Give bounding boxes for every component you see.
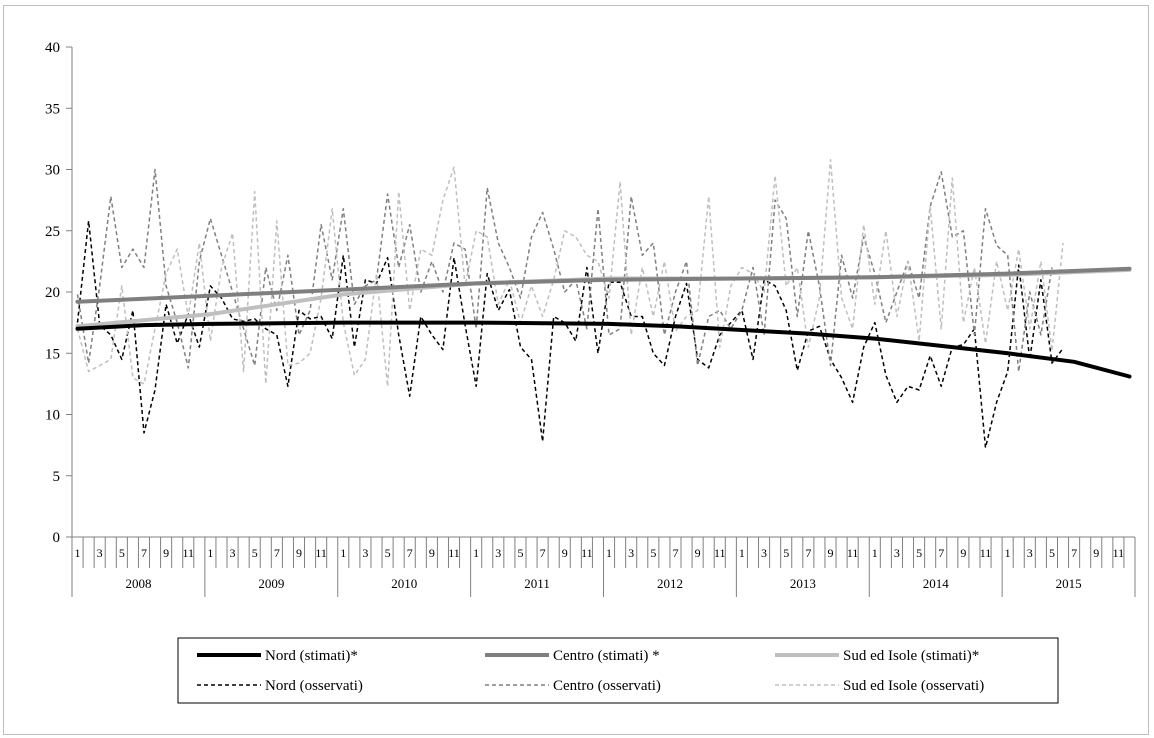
legend-label: Sud ed Isole (stimati)* bbox=[843, 648, 979, 664]
x-month-label: 5 bbox=[385, 546, 391, 560]
x-year-label: 2008 bbox=[125, 576, 151, 591]
x-month-label: 3 bbox=[628, 546, 634, 560]
x-month-label: 1 bbox=[75, 546, 81, 560]
x-month-label: 9 bbox=[695, 546, 701, 560]
legend-label: Sud ed Isole (osservati) bbox=[843, 678, 984, 694]
x-month-label: 5 bbox=[783, 546, 789, 560]
series-line bbox=[75, 320, 1132, 379]
x-month-label: 1 bbox=[739, 546, 745, 560]
x-month-label: 3 bbox=[495, 546, 501, 560]
y-tick-label: 40 bbox=[45, 40, 60, 56]
y-tick-label: 35 bbox=[45, 101, 60, 117]
x-year-label: 2010 bbox=[391, 576, 417, 591]
y-tick-label: 20 bbox=[45, 285, 60, 301]
x-month-label: 1 bbox=[872, 546, 878, 560]
x-month-label: 9 bbox=[296, 546, 302, 560]
x-month-label: 3 bbox=[894, 546, 900, 560]
x-month-label: 5 bbox=[1049, 546, 1055, 560]
x-month-label: 3 bbox=[230, 546, 236, 560]
y-tick-label: 10 bbox=[45, 408, 60, 424]
series-line bbox=[76, 168, 1053, 373]
x-month-label: 5 bbox=[252, 546, 258, 560]
x-year-label: 2014 bbox=[923, 576, 950, 591]
x-month-label: 11 bbox=[714, 546, 726, 560]
x-month-label: 5 bbox=[916, 546, 922, 560]
x-month-label: 7 bbox=[407, 546, 413, 560]
x-month-label: 7 bbox=[540, 546, 546, 560]
x-month-label: 11 bbox=[980, 546, 992, 560]
x-month-label: 9 bbox=[1093, 546, 1099, 560]
legend-label: Centro (stimati) * bbox=[553, 648, 660, 664]
x-year-label: 2015 bbox=[1056, 576, 1082, 591]
legend-label: Nord (stimati)* bbox=[265, 648, 358, 664]
x-month-label: 7 bbox=[938, 546, 944, 560]
x-month-label: 1 bbox=[473, 546, 479, 560]
x-month-label: 9 bbox=[429, 546, 435, 560]
y-tick-label: 25 bbox=[45, 224, 60, 240]
legend-label: Centro (osservati) bbox=[553, 678, 661, 694]
legend-box bbox=[177, 637, 1059, 704]
y-tick-label: 0 bbox=[53, 530, 61, 546]
x-month-label: 3 bbox=[1027, 546, 1033, 560]
x-month-label: 1 bbox=[606, 546, 612, 560]
x-month-label: 7 bbox=[805, 546, 811, 560]
x-month-label: 5 bbox=[119, 546, 125, 560]
x-month-label: 9 bbox=[562, 546, 568, 560]
x-year-label: 2013 bbox=[790, 576, 816, 591]
x-month-label: 7 bbox=[1071, 546, 1077, 560]
x-month-label: 7 bbox=[141, 546, 147, 560]
x-month-label: 11 bbox=[182, 546, 194, 560]
x-month-label: 9 bbox=[960, 546, 966, 560]
x-month-label: 1 bbox=[340, 546, 346, 560]
x-month-label: 3 bbox=[362, 546, 368, 560]
x-month-label: 11 bbox=[581, 546, 593, 560]
x-month-label: 1 bbox=[1005, 546, 1011, 560]
x-year-label: 2011 bbox=[524, 576, 550, 591]
y-tick-label: 30 bbox=[45, 163, 60, 179]
y-tick-label: 15 bbox=[45, 346, 60, 362]
y-tick-label: 5 bbox=[53, 469, 61, 485]
x-month-label: 11 bbox=[847, 546, 859, 560]
x-month-label: 9 bbox=[163, 546, 169, 560]
x-month-label: 9 bbox=[827, 546, 833, 560]
x-month-label: 11 bbox=[315, 546, 327, 560]
x-month-label: 5 bbox=[517, 546, 523, 560]
chart-frame bbox=[3, 5, 1149, 735]
legend-label: Nord (osservati) bbox=[265, 678, 363, 694]
x-month-label: 5 bbox=[650, 546, 656, 560]
series-line bbox=[75, 266, 1132, 304]
x-month-label: 7 bbox=[274, 546, 280, 560]
series-line bbox=[76, 158, 1064, 388]
x-month-label: 11 bbox=[448, 546, 460, 560]
x-month-label: 7 bbox=[672, 546, 678, 560]
x-month-label: 3 bbox=[761, 546, 767, 560]
x-month-label: 1 bbox=[207, 546, 213, 560]
x-year-label: 2012 bbox=[657, 576, 683, 591]
x-month-label: 3 bbox=[97, 546, 103, 560]
x-month-label: 11 bbox=[1113, 546, 1125, 560]
x-year-label: 2009 bbox=[258, 576, 284, 591]
